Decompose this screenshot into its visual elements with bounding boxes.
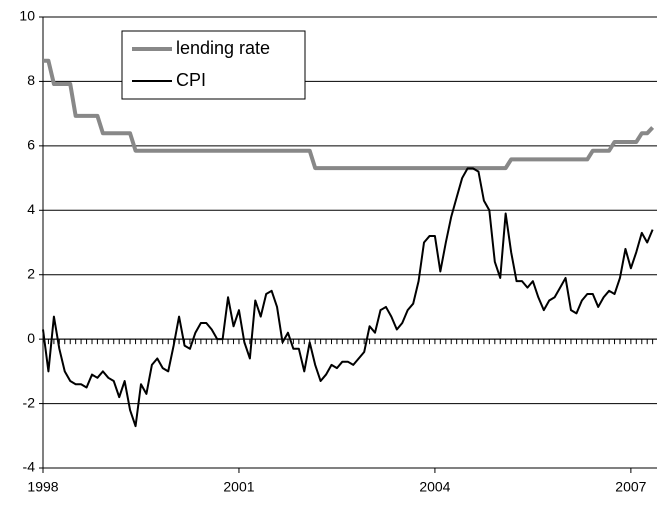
y-tick-label: 2 (27, 265, 35, 281)
legend-label: lending rate (176, 38, 270, 58)
x-tick-label: 2001 (223, 479, 254, 495)
series-line (43, 58, 655, 171)
x-tick-label: 2007 (615, 479, 646, 495)
y-tick-label: -2 (23, 394, 36, 410)
y-tick-label: 8 (27, 72, 35, 88)
x-tick-label: 2004 (419, 479, 450, 495)
y-tick-label: 0 (27, 330, 35, 346)
y-tick-label: -4 (23, 459, 36, 475)
y-tick-label: 10 (19, 8, 35, 24)
legend-label: CPI (176, 70, 206, 90)
y-tick-label: 4 (27, 201, 35, 217)
x-tick-label: 1998 (27, 479, 58, 495)
y-tick-label: 6 (27, 137, 35, 153)
legend-box (121, 30, 306, 100)
series-line (42, 167, 654, 428)
